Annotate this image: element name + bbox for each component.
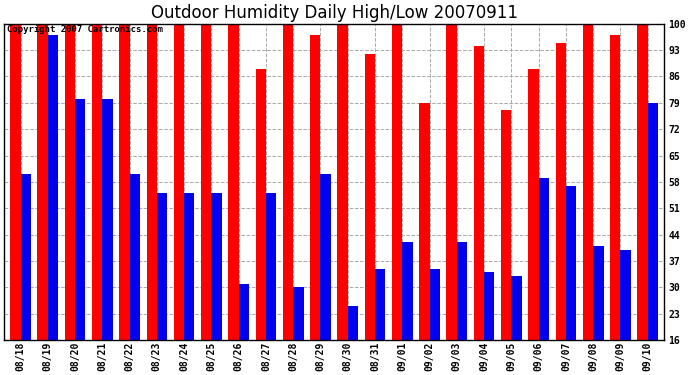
Bar xyxy=(21,174,31,340)
Bar xyxy=(130,174,140,340)
Bar xyxy=(566,186,576,340)
Text: Copyright 2007 Cartronics.com: Copyright 2007 Cartronics.com xyxy=(8,25,164,34)
Bar xyxy=(610,35,620,340)
Bar xyxy=(402,242,413,340)
Bar xyxy=(375,268,386,340)
Bar xyxy=(583,24,593,340)
Bar xyxy=(266,193,276,340)
Bar xyxy=(75,99,86,340)
Bar xyxy=(48,35,58,340)
Bar xyxy=(184,193,195,340)
Bar xyxy=(157,193,167,340)
Bar xyxy=(648,103,658,340)
Bar xyxy=(593,246,604,340)
Bar xyxy=(430,268,440,340)
Bar xyxy=(310,35,320,340)
Bar xyxy=(484,272,495,340)
Bar xyxy=(446,24,457,340)
Bar xyxy=(239,284,249,340)
Bar xyxy=(529,69,539,340)
Bar xyxy=(638,24,648,340)
Bar xyxy=(255,69,266,340)
Bar xyxy=(211,193,221,340)
Bar xyxy=(364,54,375,340)
Bar xyxy=(511,276,522,340)
Bar xyxy=(283,24,293,340)
Bar xyxy=(474,46,484,340)
Bar xyxy=(119,24,130,340)
Bar xyxy=(501,110,511,340)
Bar xyxy=(65,24,75,340)
Bar xyxy=(320,174,331,340)
Bar xyxy=(620,250,631,340)
Bar xyxy=(146,24,157,340)
Bar xyxy=(348,306,358,340)
Bar xyxy=(293,287,304,340)
Title: Outdoor Humidity Daily High/Low 20070911: Outdoor Humidity Daily High/Low 20070911 xyxy=(150,4,518,22)
Bar xyxy=(420,103,430,340)
Bar xyxy=(539,178,549,340)
Bar xyxy=(92,24,102,340)
Bar xyxy=(102,99,112,340)
Bar xyxy=(37,24,48,340)
Bar xyxy=(555,42,566,340)
Bar xyxy=(337,24,348,340)
Bar xyxy=(201,24,211,340)
Bar xyxy=(174,24,184,340)
Bar xyxy=(10,24,21,340)
Bar xyxy=(392,24,402,340)
Bar xyxy=(457,242,467,340)
Bar xyxy=(228,24,239,340)
